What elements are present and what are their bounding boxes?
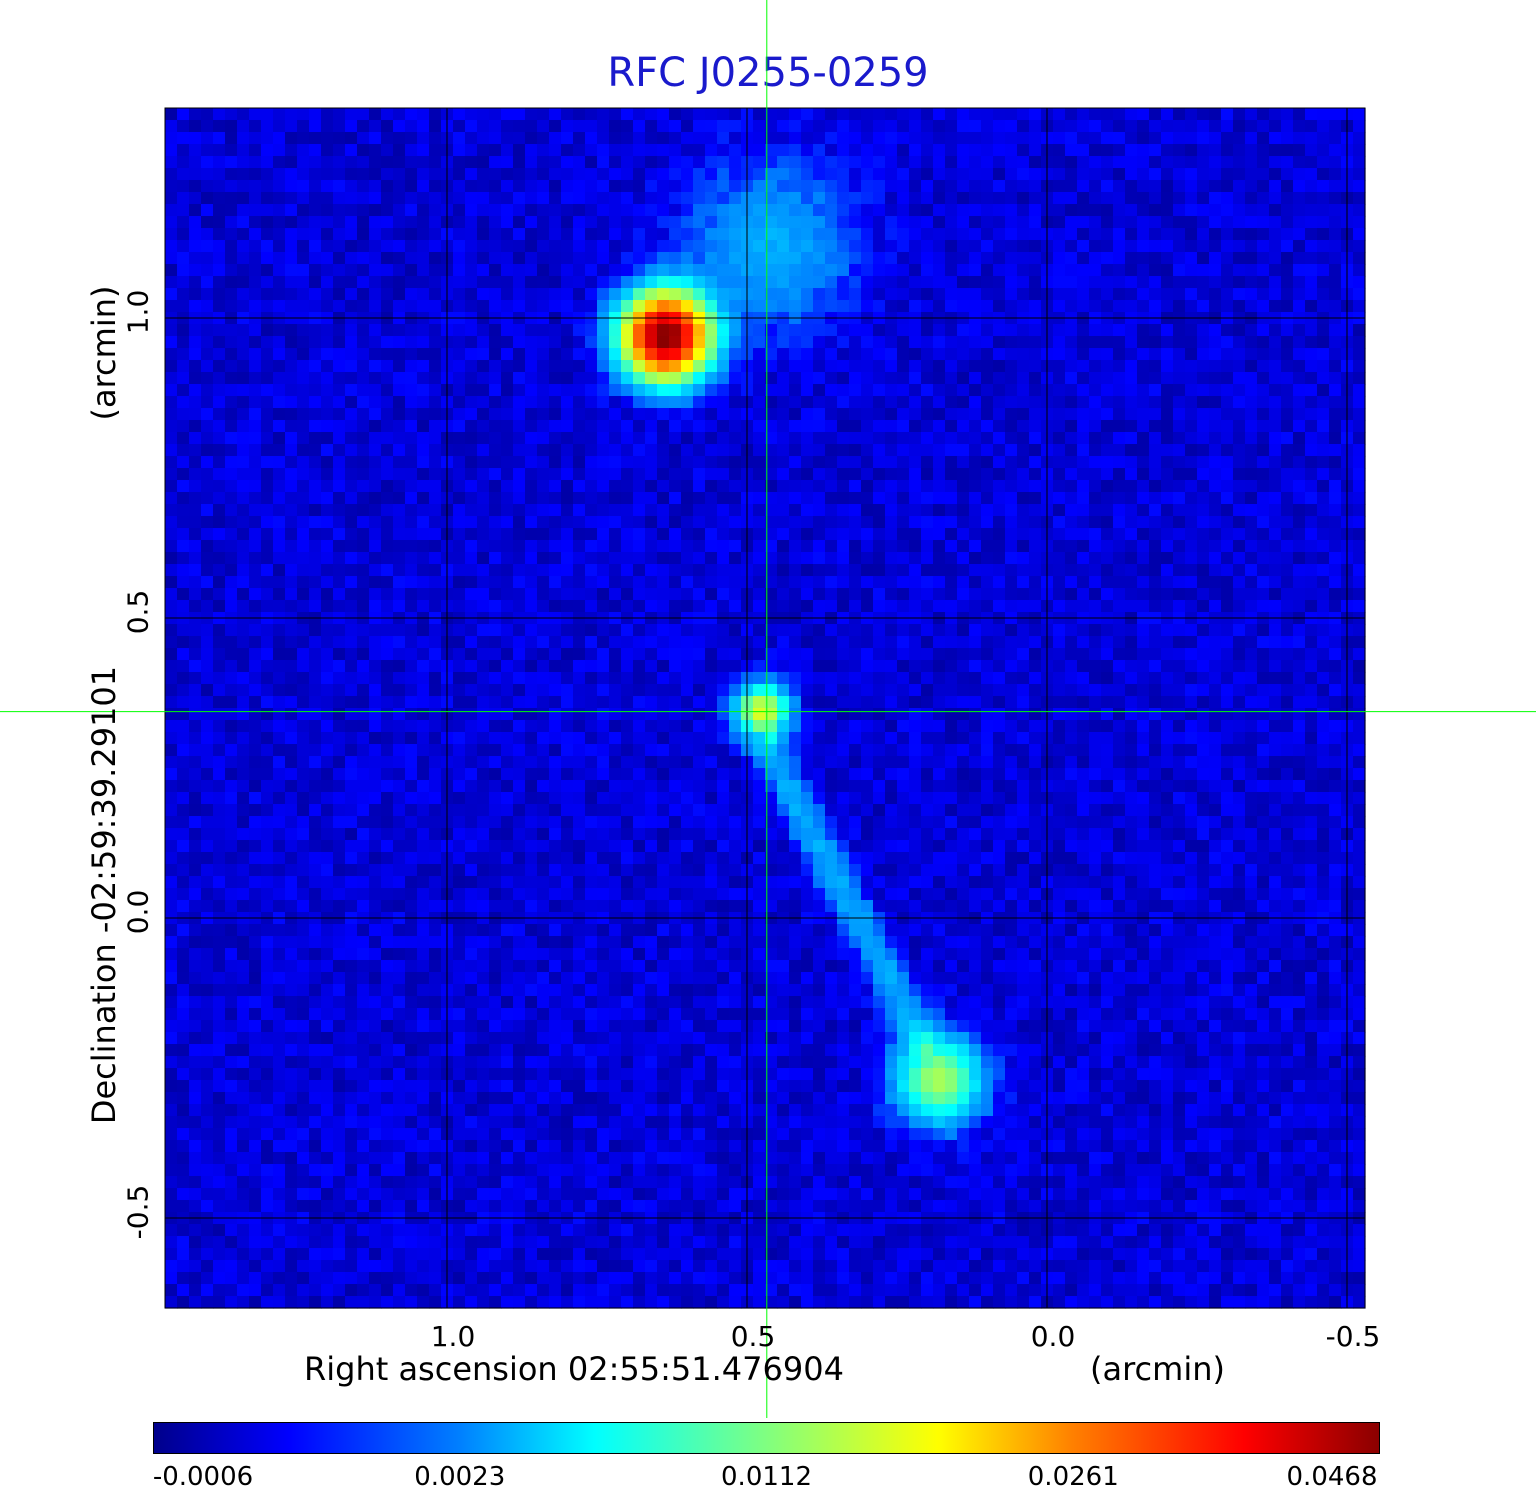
y-tick-label: 0.5: [121, 589, 155, 635]
x-tick-label: -0.5: [1325, 1320, 1381, 1353]
x-axis-unit: (arcmin): [1090, 1350, 1225, 1388]
heatmap-plot: [0, 0, 1536, 1418]
colorbar: [153, 1422, 1380, 1454]
colorbar-tick-label: 0.0261: [1027, 1462, 1119, 1492]
plot-frame: [164, 107, 1366, 1309]
grid-lines: [165, 108, 1365, 1308]
y-axis-label: Declination -02:59:39.29101: [85, 665, 123, 1125]
y-tick-label: 0.0: [121, 889, 155, 935]
y-tick-label: -0.5: [121, 1184, 155, 1240]
colorbar-tick-label: 0.0468: [1286, 1462, 1378, 1492]
x-tick-label: 1.0: [430, 1320, 476, 1353]
colorbar-tick-label: 0.0023: [414, 1462, 506, 1492]
x-tick-label: 0.5: [730, 1320, 776, 1353]
y-axis-unit: (arcmin): [85, 285, 123, 421]
chart-title: RFC J0255-0259: [607, 50, 929, 96]
x-axis-label: Right ascension 02:55:51.476904: [304, 1350, 844, 1388]
x-tick-label: 0.0: [1030, 1320, 1076, 1353]
heatmap-cells: [165, 108, 1366, 1309]
colorbar-tick-label: 0.0112: [721, 1462, 812, 1492]
colorbar-tick-label: -0.0006: [152, 1462, 254, 1492]
y-tick-label: 1.0: [121, 289, 155, 335]
crosshair: [0, 0, 1536, 1418]
